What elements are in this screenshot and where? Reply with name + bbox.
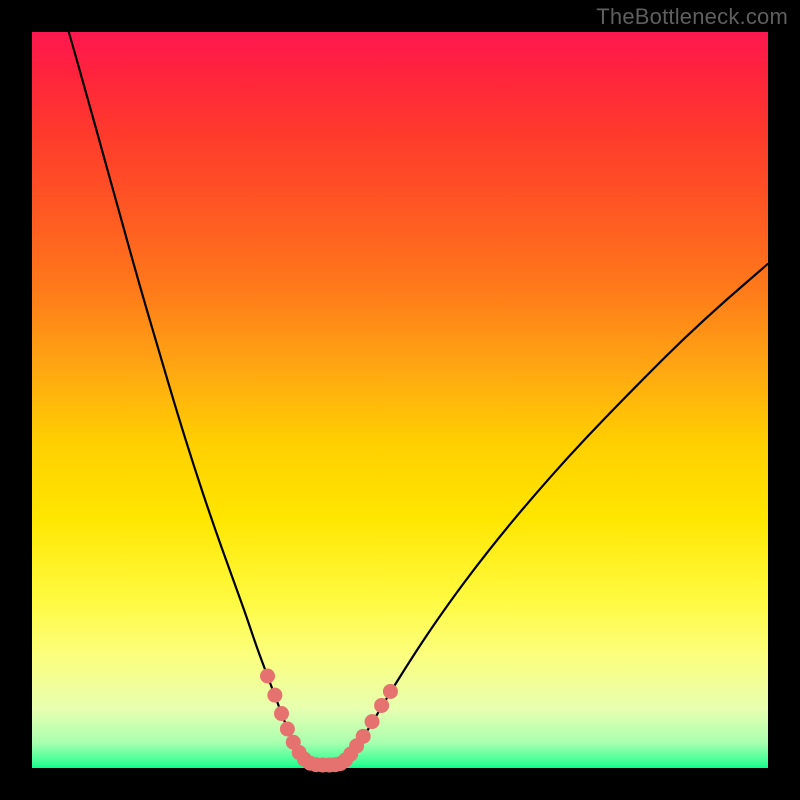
highlight-marker [365, 714, 380, 729]
highlight-marker [260, 669, 275, 684]
watermark-text: TheBottleneck.com [596, 4, 788, 30]
highlight-marker [274, 706, 289, 721]
plot-svg [0, 0, 800, 800]
highlight-marker [280, 721, 295, 736]
highlight-marker [267, 688, 282, 703]
chart-stage: TheBottleneck.com [0, 0, 800, 800]
highlight-marker [356, 729, 371, 744]
gradient-panel [32, 32, 768, 768]
highlight-marker [374, 698, 389, 713]
highlight-marker [383, 684, 398, 699]
